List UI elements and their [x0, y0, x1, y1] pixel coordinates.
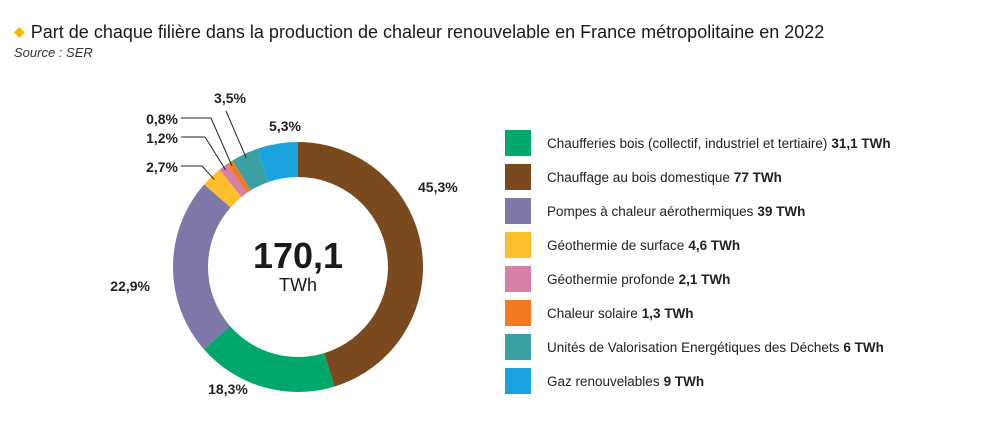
legend-series-value: 1,3 TWh	[641, 305, 694, 321]
legend-label: Pompes à chaleur aérothermiques 39 TWh	[547, 204, 805, 219]
leader-line-geothermie-profonde	[181, 136, 227, 171]
slice-chaufferies-bois-collectif-industriel-et-tertiaire	[203, 326, 335, 393]
legend-series-name: Chauffage au bois domestique	[547, 169, 730, 185]
legend-series-name: Géothermie profonde	[547, 271, 675, 287]
legend-item-geothermie-de-surface: Géothermie de surface 4,6 TWh	[505, 232, 740, 258]
legend-swatch	[505, 334, 531, 360]
legend-item-chauffage-au-bois-domestique: Chauffage au bois domestique 77 TWh	[505, 164, 782, 190]
slice-gaz-renouvelables	[257, 142, 298, 182]
slice-geothermie-profonde	[219, 164, 247, 197]
legend-series-value: 77 TWh	[733, 169, 782, 185]
chart-header: ◆ Part de chaque filière dans la producti…	[14, 20, 824, 60]
slice-unites-de-valorisation-energetiques-des-dechets	[232, 148, 269, 191]
legend-label: Chaleur solaire 1,3 TWh	[547, 306, 694, 321]
leader-line-geothermie-de-surface	[181, 165, 215, 180]
percent-label-chaleur-solaire: 0,8%	[146, 111, 178, 127]
legend-swatch	[505, 164, 531, 190]
percent-label-unites-de-valorisation-energetiques-des-dechets: 3,5%	[214, 90, 246, 106]
legend-label: Géothermie de surface 4,6 TWh	[547, 238, 740, 253]
legend-series-value: 9 TWh	[663, 373, 705, 389]
leader-line-unites-de-valorisation-energetiques-des-dechets	[225, 110, 247, 158]
percent-label-geothermie-de-surface: 2,7%	[146, 159, 178, 175]
slice-chaleur-solaire	[227, 160, 251, 193]
legend-item-unites-de-valorisation-energetiques-des-dechets: Unités de Valorisation Energétiques des …	[505, 334, 884, 360]
legend-series-name: Géothermie de surface	[547, 237, 685, 253]
legend-label: Chauffage au bois domestique 77 TWh	[547, 170, 782, 185]
legend-series-name: Chaufferies bois (collectif, industriel …	[547, 135, 828, 151]
legend-swatch	[505, 368, 531, 394]
legend-swatch	[505, 232, 531, 258]
center-total-value: 170,1	[253, 235, 343, 276]
legend-series-value: 31,1 TWh	[831, 135, 891, 151]
percent-labels: 45,3% 18,3% 22,9% 2,7% 1,2% 0,8% 3,5% 5,3%	[110, 90, 458, 397]
legend-swatch	[505, 198, 531, 224]
legend-item-chaufferies-bois-collectif-industriel-et-tertiaire: Chaufferies bois (collectif, industriel …	[505, 130, 891, 156]
legend-item-chaleur-solaire: Chaleur solaire 1,3 TWh	[505, 300, 694, 326]
chart-source: Source : SER	[14, 45, 93, 60]
legend-swatch	[505, 300, 531, 326]
leader-lines	[181, 110, 247, 180]
chart-title: ◆ Part de chaque filière dans la producti…	[14, 20, 824, 43]
percent-label-pompes-a-chaleur-aerothermiques: 22,9%	[110, 278, 150, 294]
percent-label-chaufferies-bois-collectif-industriel-et-tertiaire: 18,3%	[208, 381, 248, 397]
percent-label-geothermie-profonde: 1,2%	[146, 130, 178, 146]
center-total-unit: TWh	[279, 275, 317, 295]
legend-series-value: 39 TWh	[757, 203, 806, 219]
legend-series-value: 2,1 TWh	[678, 271, 731, 287]
chart-title-text: Part de chaque filière dans la productio…	[30, 22, 825, 42]
legend-label: Gaz renouvelables 9 TWh	[547, 374, 704, 389]
legend-series-name: Gaz renouvelables	[547, 373, 660, 389]
legend-label: Géothermie profonde 2,1 TWh	[547, 272, 730, 287]
slice-pompes-a-chaleur-aerothermiques	[172, 184, 231, 350]
legend-swatch	[505, 130, 531, 156]
percent-label-chauffage-au-bois-domestique: 45,3%	[418, 179, 458, 195]
legend-series-value: 6 TWh	[843, 339, 884, 355]
legend-label: Unités de Valorisation Energétiques des …	[547, 340, 884, 355]
legend-label: Chaufferies bois (collectif, industriel …	[547, 136, 891, 151]
diamond-bullet-icon: ◆	[14, 23, 25, 39]
legend-series-value: 4,6 TWh	[688, 237, 741, 253]
legend-item-geothermie-profonde: Géothermie profonde 2,1 TWh	[505, 266, 730, 292]
legend-series-name: Chaleur solaire	[547, 305, 638, 321]
legend-item-gaz-renouvelables: Gaz renouvelables 9 TWh	[505, 368, 704, 394]
legend-series-name: Unités de Valorisation Energétiques des …	[547, 339, 840, 355]
donut-slices	[172, 142, 424, 393]
legend-item-pompes-a-chaleur-aerothermiques: Pompes à chaleur aérothermiques 39 TWh	[505, 198, 805, 224]
legend-series-name: Pompes à chaleur aérothermiques	[547, 203, 754, 219]
slice-chauffage-au-bois-domestique	[298, 142, 424, 387]
leader-line-chaleur-solaire	[181, 117, 233, 166]
legend-swatch	[505, 266, 531, 292]
percent-label-gaz-renouvelables: 5,3%	[269, 118, 301, 134]
